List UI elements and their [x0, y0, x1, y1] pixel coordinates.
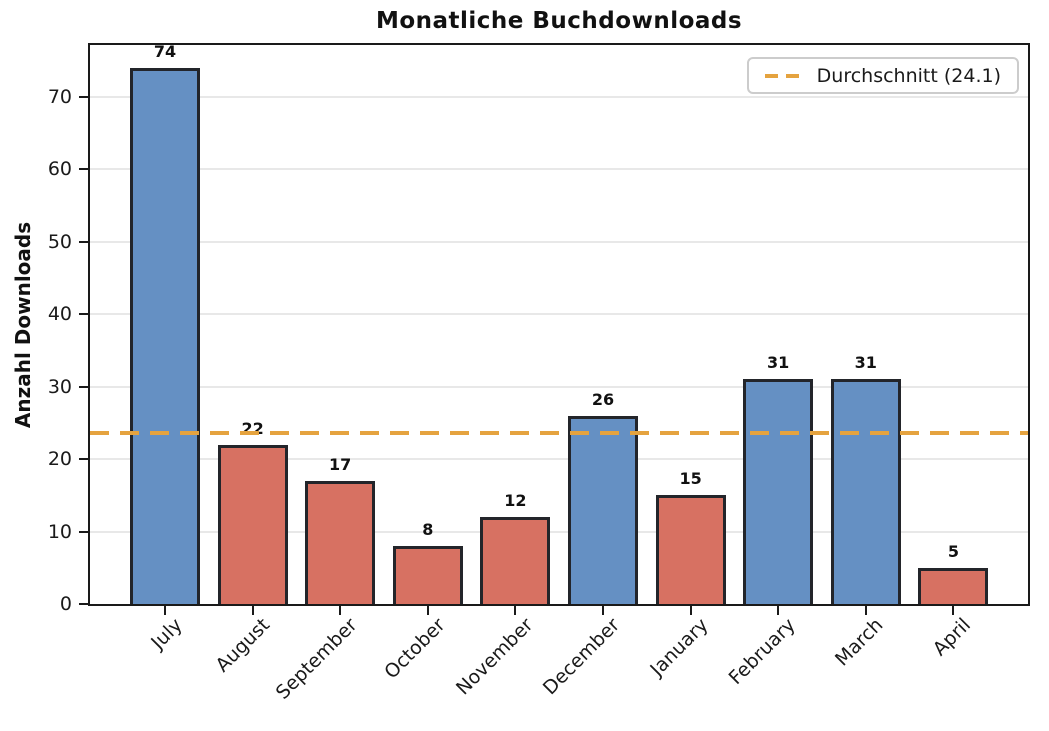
x-tick-label-january: January: [645, 614, 713, 681]
y-axis-tick-labels: 0 10 20 30 40 50 60 70: [0, 43, 72, 615]
gridline: [90, 168, 1028, 171]
legend: Durchschnitt (24.1): [746, 57, 1019, 94]
x-tick-label-december: December: [539, 614, 625, 700]
x-tick-label-july: July: [146, 614, 187, 654]
chart-title: Monatliche Buchdownloads: [375, 8, 743, 34]
y-tick: [79, 313, 90, 316]
x-tick: [514, 604, 517, 615]
x-tick: [426, 604, 429, 615]
x-tick-label-february: February: [724, 614, 800, 690]
x-tick-label-november: November: [451, 614, 537, 700]
x-tick-label-march: March: [830, 614, 888, 671]
bar-october: [392, 546, 463, 604]
y-tick-label: 20: [47, 448, 72, 471]
gridline: [90, 458, 1028, 461]
gridline: [90, 385, 1028, 388]
gridline: [90, 530, 1028, 533]
y-tick: [79, 458, 90, 461]
y-tick-label: 60: [47, 158, 72, 181]
y-tick-label: 0: [59, 593, 72, 615]
bar-february: [743, 379, 814, 604]
y-tick: [79, 603, 90, 605]
y-tick: [79, 385, 90, 388]
bar-value-label: 31: [767, 353, 790, 373]
x-tick: [251, 604, 254, 615]
x-tick: [777, 604, 780, 615]
bar-value-label: 8: [422, 520, 434, 540]
bar-april: [918, 567, 989, 604]
bar-value-label: 15: [679, 469, 702, 489]
x-tick: [689, 604, 692, 615]
x-tick-label-august: August: [211, 614, 275, 677]
x-tick: [952, 604, 955, 615]
gridline: [90, 95, 1028, 98]
bar-november: [480, 517, 551, 604]
bar-value-label: 31: [854, 353, 877, 373]
x-tick: [602, 604, 604, 615]
bar-december: [568, 415, 638, 604]
x-tick-label-september: September: [271, 614, 362, 704]
y-tick: [79, 95, 90, 98]
bar-july: [130, 67, 200, 604]
bar-value-label: 12: [504, 491, 527, 511]
x-tick: [164, 604, 166, 615]
bar-value-label: 5: [947, 541, 959, 561]
x-tick: [339, 604, 342, 615]
x-tick-label-october: October: [380, 614, 450, 684]
y-tick: [79, 168, 90, 171]
bar-september: [305, 480, 376, 604]
y-tick-label: 70: [47, 85, 72, 108]
y-tick: [79, 240, 90, 243]
gridline: [90, 240, 1028, 243]
plot-area: 74 22 17 8 12 26 15 31 31 5 Durchschnitt (24.1): [79, 41, 1030, 615]
bar-value-label: 74: [153, 41, 177, 61]
dashed-line-icon: [764, 73, 803, 78]
bar-value-label: 17: [329, 454, 352, 474]
bar-january: [655, 495, 726, 604]
bar-march: [830, 379, 901, 604]
y-tick-label: 40: [47, 303, 72, 326]
x-tick-label-april: April: [928, 614, 975, 661]
bar-value-label: 26: [591, 389, 615, 409]
gridline: [90, 313, 1028, 316]
average-line: [90, 431, 1028, 436]
y-tick: [79, 530, 90, 533]
y-tick-label: 10: [47, 520, 72, 543]
y-tick-label: 50: [47, 230, 72, 253]
x-tick: [864, 604, 867, 615]
bar-august: [217, 444, 288, 604]
legend-label: Durchschnitt (24.1): [816, 64, 1001, 87]
y-tick-label: 30: [47, 375, 72, 398]
